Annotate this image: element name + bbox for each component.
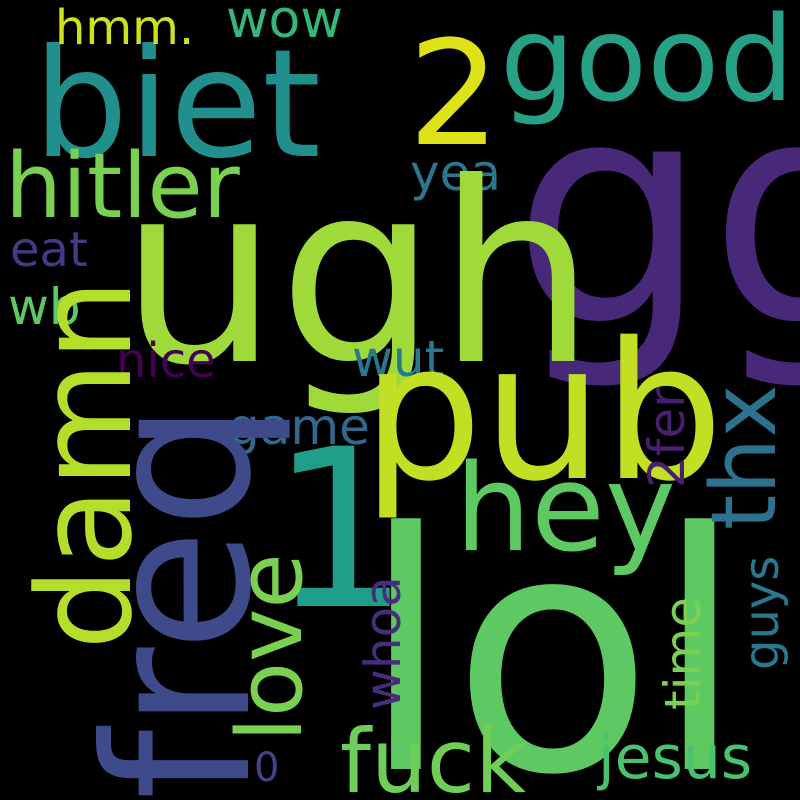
word-wow: wow <box>226 0 343 50</box>
word-1: 1 <box>270 402 410 658</box>
word-good: good <box>500 0 795 128</box>
word-2: 2 <box>408 10 501 179</box>
word-yea: yea <box>410 144 501 202</box>
word-guys: guys <box>734 555 790 670</box>
word-hey: hey <box>455 440 676 579</box>
word-wb: wb <box>8 278 81 336</box>
word-biet: biet <box>33 18 321 192</box>
word-lol: lol <box>360 463 746 800</box>
word-hitler: hitler <box>5 134 240 239</box>
word-0: 0 <box>254 745 280 791</box>
word-damn: damn <box>9 278 161 650</box>
word-wut: wut <box>352 330 445 388</box>
word-game: game <box>228 398 370 456</box>
word-whoa: whoa <box>354 576 412 710</box>
word-eat: eat <box>10 222 88 278</box>
word-pub: pub <box>362 302 724 523</box>
word-love: love <box>218 553 323 742</box>
word-gg: gg <box>512 34 800 395</box>
word-time: time <box>654 597 712 710</box>
word-thx: thx <box>692 384 797 530</box>
word-ugh: ugh <box>120 129 596 420</box>
word-fuck: fuck <box>340 710 527 800</box>
word-nice: nice <box>116 333 216 389</box>
word-2fer: 2fer <box>638 387 696 488</box>
word-hmm: hmm. <box>55 0 195 56</box>
word-jesus: jesus <box>598 723 753 793</box>
